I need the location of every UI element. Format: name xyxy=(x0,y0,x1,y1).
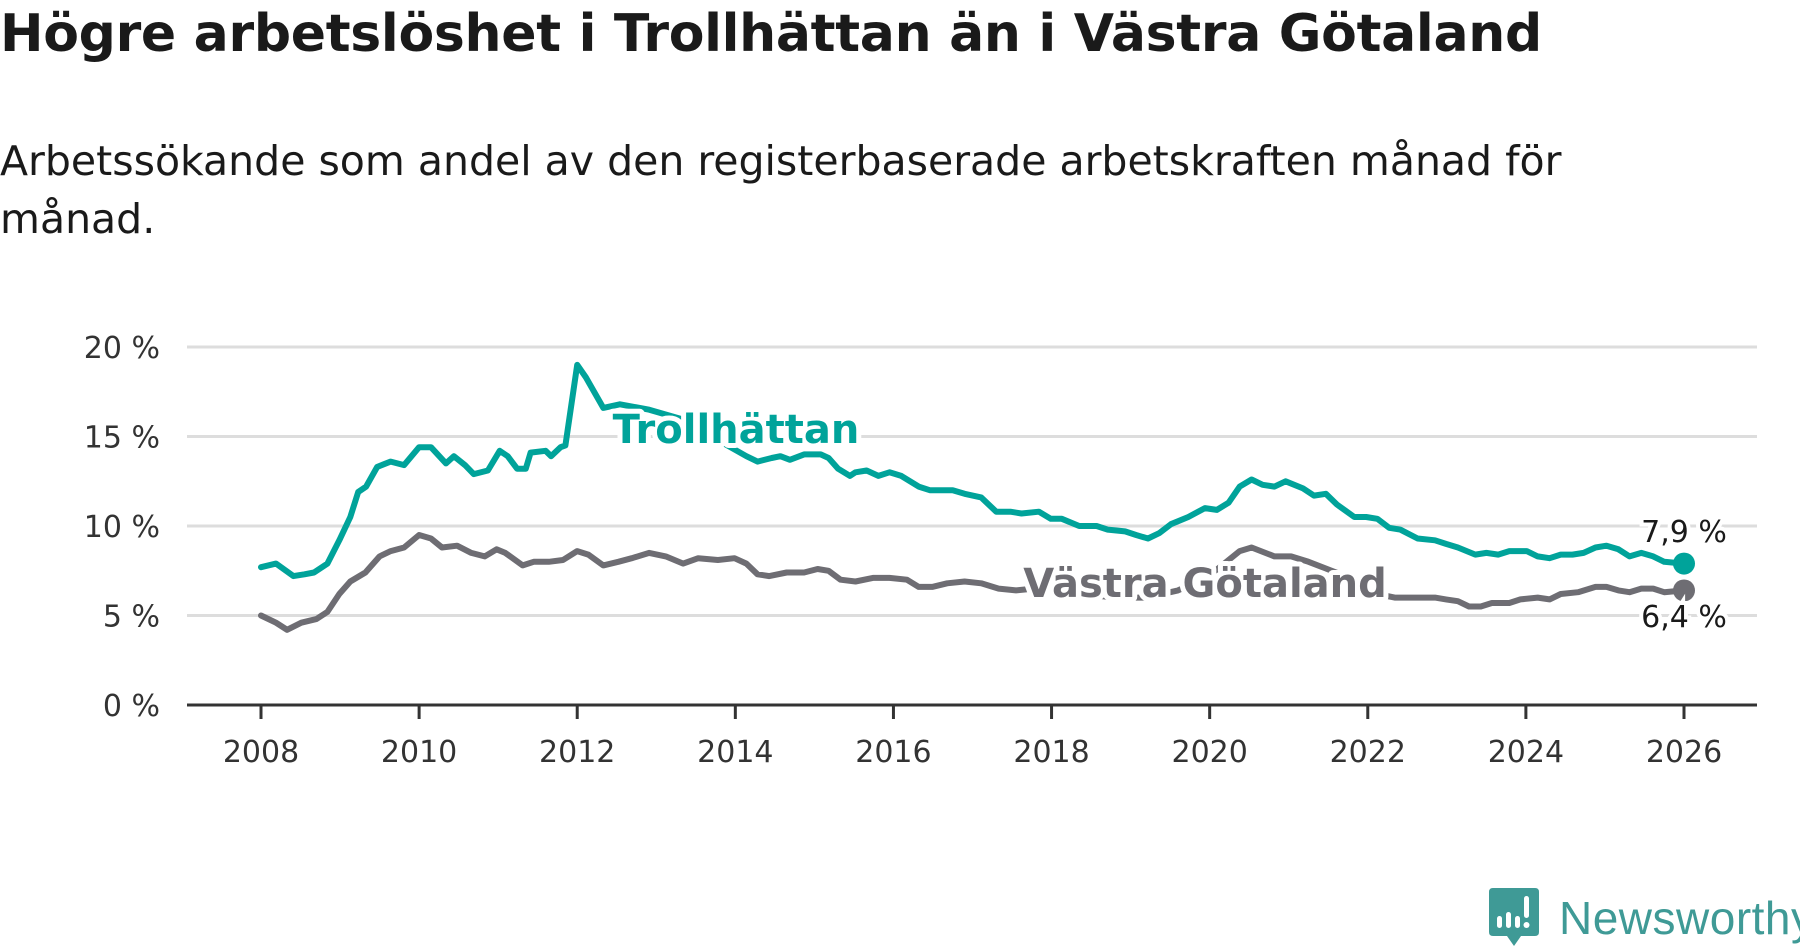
series-label-vastra-gotaland: Västra Götaland xyxy=(1023,561,1387,607)
x-tick-label: 2010 xyxy=(381,735,457,770)
x-tick-label: 2014 xyxy=(697,735,773,770)
gridlines xyxy=(187,345,1757,617)
x-tick-label: 2022 xyxy=(1330,735,1406,770)
series-line-vastra-gotaland xyxy=(258,532,1687,633)
chart-subtitle: Arbetssökande som andel av den registerb… xyxy=(0,137,1562,243)
y-tick-label: 10 % xyxy=(84,510,160,545)
x-tick-label: 2024 xyxy=(1488,735,1564,770)
y-tick-label: 20 % xyxy=(84,331,160,366)
x-tick-label: 2012 xyxy=(539,735,615,770)
brand-name: Newsworthy xyxy=(1559,892,1800,944)
end-label-vastra-gotaland: 6,4 % xyxy=(1641,600,1727,635)
newsworthy-logo-icon xyxy=(1489,888,1539,946)
y-axis-ticks: 0 % 5 % 10 % 15 % 20 % xyxy=(84,331,160,724)
end-label-trollhattan: 7,9 % xyxy=(1641,515,1727,550)
chart-title: Högre arbetslöshet i Trollhättan än i Vä… xyxy=(0,4,1542,64)
series-line-trollhattan xyxy=(258,361,1687,580)
y-tick-label: 5 % xyxy=(103,600,160,635)
series-label-trollhattan: Trollhättan xyxy=(613,407,860,453)
x-tick-label: 2016 xyxy=(855,735,931,770)
y-tick-label: 15 % xyxy=(84,421,160,456)
end-markers xyxy=(1673,552,1695,602)
x-tick-label: 2020 xyxy=(1171,735,1247,770)
series-lines xyxy=(258,361,1687,633)
x-tick-label: 2008 xyxy=(223,735,299,770)
newsworthy-logo: Newsworthy xyxy=(1489,888,1800,948)
x-tick-label: 2026 xyxy=(1646,735,1722,770)
x-axis: 2008 2010 2012 2014 2016 2018 2020 2022 2024 2026 xyxy=(187,703,1757,770)
end-marker-vastra-gotaland xyxy=(1673,579,1695,602)
end-marker-trollhattan xyxy=(1673,552,1695,575)
y-tick-label: 0 % xyxy=(103,689,160,724)
x-tick-label: 2018 xyxy=(1013,735,1089,770)
